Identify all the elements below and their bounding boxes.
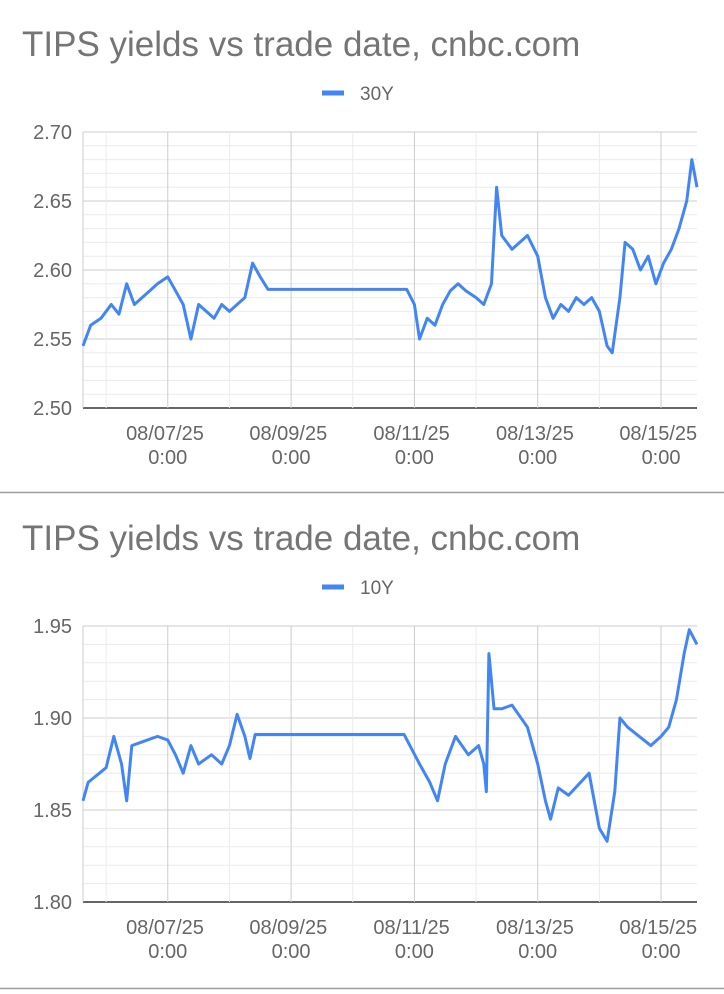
x-tick-label-line: 08/07/25 (126, 917, 209, 939)
legend-label: 30Y (360, 84, 394, 105)
x-tick-label-line: 0:00 (148, 447, 187, 469)
x-tick-label-line: 08/09/25 (249, 917, 332, 939)
x-tick-label: 08/11/25 0:00 (373, 917, 455, 963)
chart-title: TIPS yields vs trade date, cnbc.com (22, 25, 580, 64)
y-tick-label: 1.85 (33, 800, 72, 822)
x-tick-label-line: 0:00 (395, 941, 434, 963)
series-line (81, 628, 699, 843)
x-tick-label-line: 08/15/25 (619, 423, 702, 445)
y-tick-label: 1.90 (33, 708, 72, 730)
x-tick-label-line: 0:00 (642, 941, 681, 963)
x-tick-label-line: 08/15/25 (619, 917, 702, 939)
x-tick-label-line: 0:00 (518, 941, 557, 963)
x-tick-label: 08/07/25 0:00 (126, 423, 209, 469)
series-line (81, 158, 699, 355)
x-tick-label-line: 08/11/25 (373, 423, 455, 445)
x-tick-label-line: 08/13/25 (496, 423, 579, 445)
x-tick-label-line: 0:00 (272, 941, 311, 963)
y-tick-label: 2.65 (33, 191, 72, 213)
x-tick-label: 08/09/25 0:00 (249, 423, 332, 469)
x-tick-label: 08/07/25 0:00 (126, 917, 209, 963)
x-tick-label: 08/15/25 0:00 (619, 423, 702, 469)
y-tick-label: 1.95 (33, 616, 72, 638)
x-tick-label: 08/11/25 0:00 (373, 423, 455, 469)
x-tick-label: 08/15/25 0:00 (619, 917, 702, 963)
x-tick-label-line: 08/11/25 (373, 917, 455, 939)
y-tick-label: 2.70 (33, 122, 72, 144)
x-tick-label-line: 0:00 (518, 447, 557, 469)
x-tick-label-line: 08/09/25 (249, 423, 332, 445)
x-tick-label-line: 0:00 (272, 447, 311, 469)
x-tick-label: 08/09/25 0:00 (249, 917, 332, 963)
x-tick-label-line: 0:00 (642, 447, 681, 469)
chart-title: TIPS yields vs trade date, cnbc.com (22, 519, 580, 558)
y-tick-label: 2.55 (33, 329, 72, 351)
x-tick-label-line: 0:00 (395, 447, 434, 469)
x-tick-label-line: 0:00 (148, 941, 187, 963)
legend-label: 10Y (360, 578, 394, 599)
x-tick-label: 08/13/25 0:00 (496, 917, 579, 963)
y-tick-label: 1.80 (33, 892, 72, 914)
y-tick-label: 2.50 (33, 398, 72, 420)
x-tick-label: 08/13/25 0:00 (496, 423, 579, 469)
x-tick-label-line: 08/07/25 (126, 423, 209, 445)
x-tick-label-line: 08/13/25 (496, 917, 579, 939)
y-tick-label: 2.60 (33, 260, 72, 282)
